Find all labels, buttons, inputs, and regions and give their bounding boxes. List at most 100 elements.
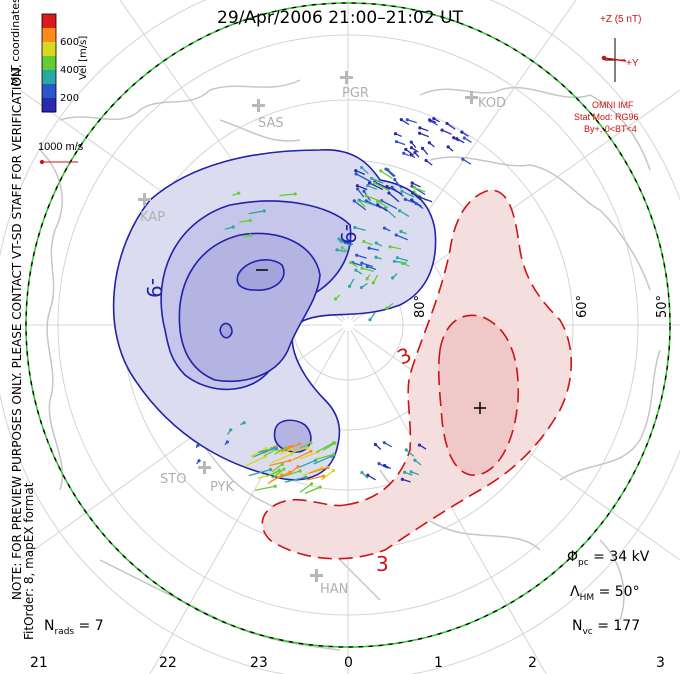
velocity-reference-label: 1000 m/s	[38, 141, 84, 153]
velocity-vector-origin	[462, 136, 466, 140]
velocity-vector-origin	[460, 130, 464, 134]
velocity-vector-origin	[309, 482, 314, 486]
imf-condition: By+, 0<BT<4	[584, 124, 637, 134]
velocity-vector-origin	[242, 421, 246, 425]
velocity-vector	[279, 193, 296, 197]
velocity-vector-origin	[293, 192, 297, 196]
velocity-vector	[292, 447, 308, 453]
velocity-vector-origin	[304, 475, 308, 479]
velocity-vector-origin	[290, 452, 294, 456]
velocity-vector-origin	[374, 241, 378, 245]
velocity-vector-origin	[371, 281, 375, 285]
velocity-vector-origin	[413, 458, 417, 462]
velocity-vector-origin	[349, 261, 353, 265]
colorbar-segment	[42, 70, 56, 85]
velocity-vector	[419, 132, 429, 138]
velocity-vector-origin	[248, 218, 252, 222]
velocity-vector	[271, 468, 285, 479]
velocity-vector-origin	[403, 470, 407, 474]
latitude-label-50: 50°	[655, 294, 670, 318]
velocity-vector-origin	[264, 446, 268, 450]
station-label-sto: STO	[160, 472, 187, 487]
velocity-vector	[377, 200, 389, 209]
lambda-hm-stat: ΛHM = 50°	[570, 584, 640, 603]
velocity-vector-origin	[262, 209, 266, 213]
velocity-vector-origin	[404, 448, 408, 452]
velocity-vector-origin	[413, 186, 417, 190]
velocity-vector-origin	[400, 189, 404, 193]
velocity-vector	[356, 254, 367, 259]
velocity-vector	[279, 448, 292, 455]
velocity-vector-origin	[362, 189, 366, 193]
velocity-vector-origin	[359, 165, 364, 170]
plot-title: 29/Apr/2006 21:00–21:02 UT	[217, 8, 463, 28]
nvc-stat: Nvc = 177	[572, 618, 641, 637]
velocity-vector	[401, 190, 415, 198]
velocity-vector-origin	[296, 465, 300, 469]
velocity-vector-origin	[392, 259, 396, 263]
imf-model: Stat Mod: RG96	[574, 112, 639, 122]
mlt-label-2: 2	[528, 655, 537, 671]
positive-contour-outer	[261, 189, 573, 560]
velocity-vector-origin	[306, 446, 310, 450]
velocity-vector	[299, 442, 312, 449]
velocity-vector-origin	[362, 239, 366, 244]
colorbar-tick-400: 400	[60, 65, 80, 76]
velocity-vector	[361, 267, 374, 272]
velocity-vector-origin	[367, 246, 371, 250]
velocity-vector-origin	[399, 118, 403, 122]
velocity-vector-origin	[357, 198, 361, 202]
velocity-vector-origin	[353, 225, 357, 230]
station-marker-han	[310, 569, 323, 582]
velocity-vector-origin	[359, 285, 364, 290]
velocity-vector	[374, 181, 391, 190]
velocity-vector-origin	[335, 248, 339, 252]
velocity-vector	[371, 177, 384, 184]
fit-order-label: FitOrder: 8, mapEX format	[22, 482, 36, 640]
velocity-vector	[399, 210, 410, 217]
nrads-stat: Nrads = 7	[44, 618, 104, 637]
colorbar-frame	[41, 13, 57, 113]
station-marker-sas	[252, 99, 265, 112]
velocity-vector	[386, 185, 403, 195]
velocity-vector-origin	[360, 266, 364, 270]
velocity-vector-origin	[248, 233, 253, 237]
velocity-vector-origin	[400, 477, 404, 481]
velocity-vector	[353, 200, 367, 211]
velocity-vector	[381, 200, 398, 210]
velocity-vector-origin	[409, 140, 413, 144]
velocity-vector-origin	[268, 468, 273, 472]
velocity-vector-origin	[237, 191, 241, 195]
station-label-sas: SAS	[258, 116, 284, 131]
station-marker-pgr	[340, 71, 353, 84]
velocity-vector-origin	[197, 459, 201, 463]
imf-source: OMNI IMF	[592, 100, 634, 110]
velocity-vector-origin	[263, 455, 267, 459]
potential-label-neg-left: -9	[141, 278, 166, 298]
velocity-vector-origin	[388, 245, 392, 249]
velocity-vector-origin	[446, 145, 450, 149]
velocity-vector	[380, 170, 393, 179]
velocity-vector-origin	[365, 277, 369, 281]
velocity-vector-origin	[374, 255, 378, 259]
velocity-vector-origin	[379, 169, 383, 173]
velocity-vector-origin	[405, 118, 409, 122]
velocity-vector	[270, 471, 291, 482]
station-marker-kod	[465, 91, 478, 104]
velocity-vector-origin	[288, 459, 292, 463]
velocity-vector-origin	[424, 158, 428, 163]
velocity-vector	[377, 204, 388, 212]
velocity-vector-origin	[343, 240, 347, 244]
velocity-vector-origin	[366, 473, 370, 477]
velocity-vector-origin	[382, 226, 387, 230]
velocity-vector	[361, 262, 374, 268]
velocity-vector-origin	[273, 484, 277, 488]
mlt-label-1: 1	[434, 655, 443, 671]
velocity-vector-origin	[360, 261, 364, 265]
negative-potential-cell	[112, 149, 437, 481]
velocity-vector-origin	[333, 297, 338, 301]
imf-vector	[601, 55, 627, 62]
velocity-vector	[365, 195, 382, 203]
mlt-label-21: 21	[30, 655, 48, 671]
station-label-kap: KAP	[140, 210, 166, 225]
